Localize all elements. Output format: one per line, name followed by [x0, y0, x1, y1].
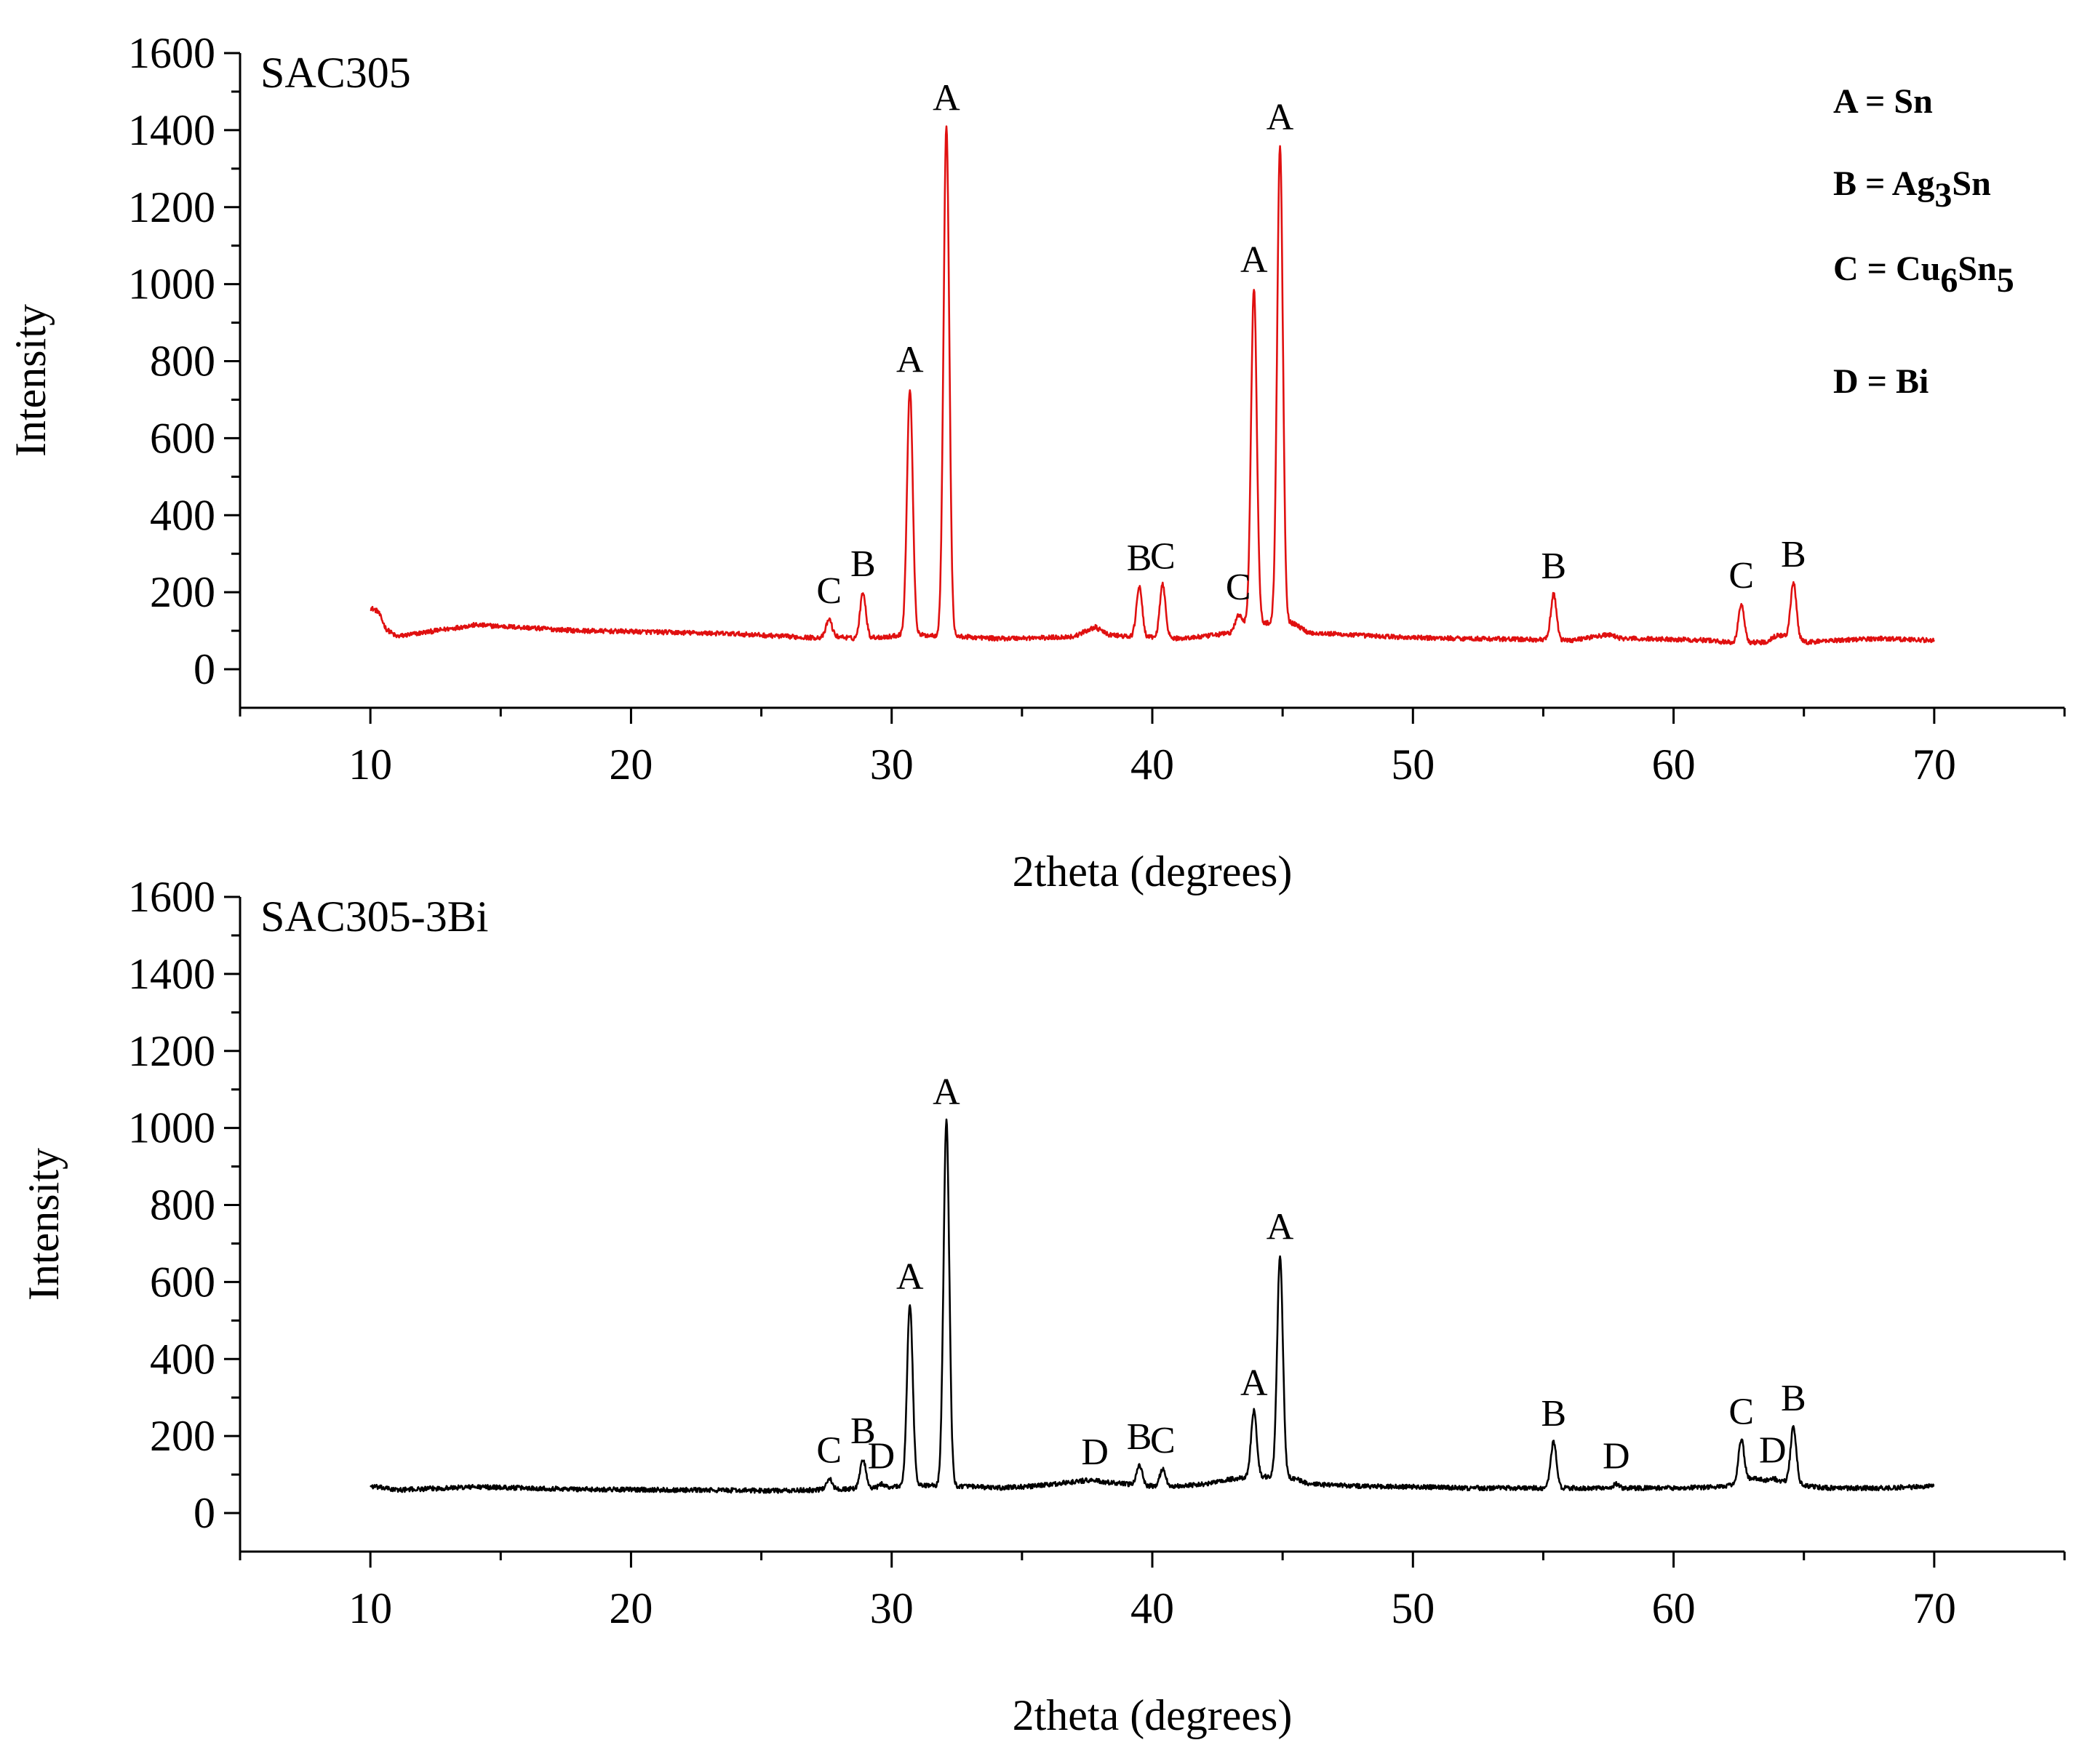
- y-axis-title: Intensity: [7, 304, 55, 457]
- peak-label-a: A: [933, 78, 960, 119]
- legend-letter: D: [1833, 362, 1859, 401]
- x-tick-label: 10: [348, 1584, 392, 1632]
- x-tick-label: 20: [609, 1584, 653, 1632]
- x-tick-label: 50: [1391, 1584, 1435, 1632]
- peak-label-c: C: [1150, 1420, 1176, 1461]
- peak-label-c: C: [1728, 555, 1754, 596]
- legend-subscript: 5: [1997, 261, 2014, 300]
- legend-separator: =: [1856, 164, 1892, 203]
- peak-label-d: D: [1081, 1432, 1109, 1473]
- peak-label-a: A: [896, 340, 924, 381]
- chart-panel-1: 0 200 400 600 800 1000 1200 1400 1600 10 20 30 40 50 6…: [7, 29, 2066, 895]
- x-axis-title: 2theta (degrees): [1013, 1691, 1293, 1739]
- x-tick-label: 30: [870, 741, 914, 789]
- legend-text: Cu: [1896, 250, 1940, 288]
- peak-label-b: B: [1541, 1393, 1566, 1434]
- peak-label-a: A: [933, 1071, 960, 1113]
- legend-separator: =: [1856, 82, 1894, 121]
- x-tick-label: 70: [1912, 741, 1956, 789]
- y-tick-label: 600: [150, 414, 215, 462]
- peak-label-b: B: [1127, 538, 1152, 579]
- y-tick-label: 200: [150, 568, 215, 616]
- legend-subscript: 3: [1934, 176, 1952, 215]
- legend-subscript: 6: [1940, 261, 1958, 300]
- x-tick-label: 50: [1391, 741, 1435, 789]
- legend-entry: C = Cu6Sn5: [1833, 250, 2014, 300]
- y-tick-label: 1000: [128, 1104, 215, 1152]
- peak-label-b: B: [1127, 1416, 1152, 1458]
- y-tick-label: 1400: [128, 106, 215, 154]
- legend-letter: C: [1833, 250, 1859, 288]
- x-tick-label: 60: [1652, 1584, 1696, 1632]
- legend-entry: D = Bi: [1833, 362, 1929, 401]
- peak-label-b: B: [1781, 534, 1806, 575]
- legend-text: Ag: [1892, 164, 1935, 203]
- legend-separator: =: [1859, 362, 1896, 401]
- legend-text: Bi: [1896, 362, 1929, 401]
- legend-separator: =: [1859, 250, 1896, 288]
- x-axis-title: 2theta (degrees): [1013, 847, 1293, 895]
- y-tick-label: 1600: [128, 29, 215, 77]
- peak-label-c: C: [816, 1429, 842, 1471]
- x-tick-label: 40: [1130, 1584, 1174, 1632]
- x-tick-label: 20: [609, 741, 653, 789]
- y-tick-label: 1400: [128, 950, 215, 998]
- peak-label-a: A: [1267, 1206, 1294, 1248]
- y-tick-label: 600: [150, 1258, 215, 1306]
- y-tick-label: 400: [150, 491, 215, 539]
- peak-label-a: A: [1267, 97, 1294, 138]
- x-tick-label: 10: [348, 741, 392, 789]
- peak-label-b: B: [850, 1410, 876, 1452]
- peak-label-a: A: [896, 1256, 924, 1298]
- diffraction-line: [370, 125, 1935, 646]
- legend-text: Sn: [1958, 250, 1996, 288]
- peak-label-d: D: [1759, 1429, 1787, 1471]
- peak-label-a: A: [1240, 239, 1268, 281]
- y-tick-label: 200: [150, 1412, 215, 1460]
- x-tick-label: 40: [1130, 741, 1174, 789]
- legend-letter: A: [1833, 82, 1859, 121]
- panel-title: SAC305-3Bi: [260, 893, 488, 941]
- peak-label-c: C: [1728, 1391, 1754, 1432]
- y-tick-label: 1600: [128, 873, 215, 921]
- legend-text: Sn: [1894, 82, 1932, 121]
- diffraction-line: [370, 1118, 1935, 1494]
- y-tick-label: 1200: [128, 183, 215, 231]
- y-tick-label: 400: [150, 1335, 215, 1383]
- x-tick-label: 60: [1652, 741, 1696, 789]
- peak-label-c: C: [1150, 536, 1176, 578]
- y-axis-title: Intensity: [20, 1148, 68, 1301]
- y-tick-label: 0: [194, 1489, 215, 1537]
- legend-entry: B = Ag3Sn: [1833, 164, 1991, 215]
- y-tick-label: 1000: [128, 260, 215, 308]
- legend-letter: B: [1833, 164, 1856, 203]
- peak-label-b: B: [850, 543, 876, 585]
- chart-panel-2: 0 200 400 600 800 1000 1200 1400 1600 10 20 30 40 50 6…: [20, 873, 2066, 1739]
- peak-label-c: C: [1226, 567, 1251, 608]
- y-tick-label: 800: [150, 1181, 215, 1229]
- peak-label-b: B: [1541, 546, 1566, 587]
- peak-label-d: D: [868, 1435, 896, 1477]
- y-tick-label: 800: [150, 338, 215, 386]
- x-tick-label: 30: [870, 1584, 914, 1632]
- peak-label-b: B: [1781, 1378, 1806, 1419]
- legend-entry: A = Sn: [1833, 82, 1933, 121]
- y-tick-label: 1200: [128, 1027, 215, 1075]
- x-tick-label: 70: [1912, 1584, 1956, 1632]
- panel-title: SAC305: [260, 49, 411, 97]
- legend-text: Sn: [1952, 164, 1990, 203]
- y-tick-label: 0: [194, 645, 215, 693]
- peak-label-a: A: [1240, 1362, 1268, 1404]
- peak-label-d: D: [1603, 1435, 1630, 1477]
- peak-label-c: C: [816, 570, 842, 612]
